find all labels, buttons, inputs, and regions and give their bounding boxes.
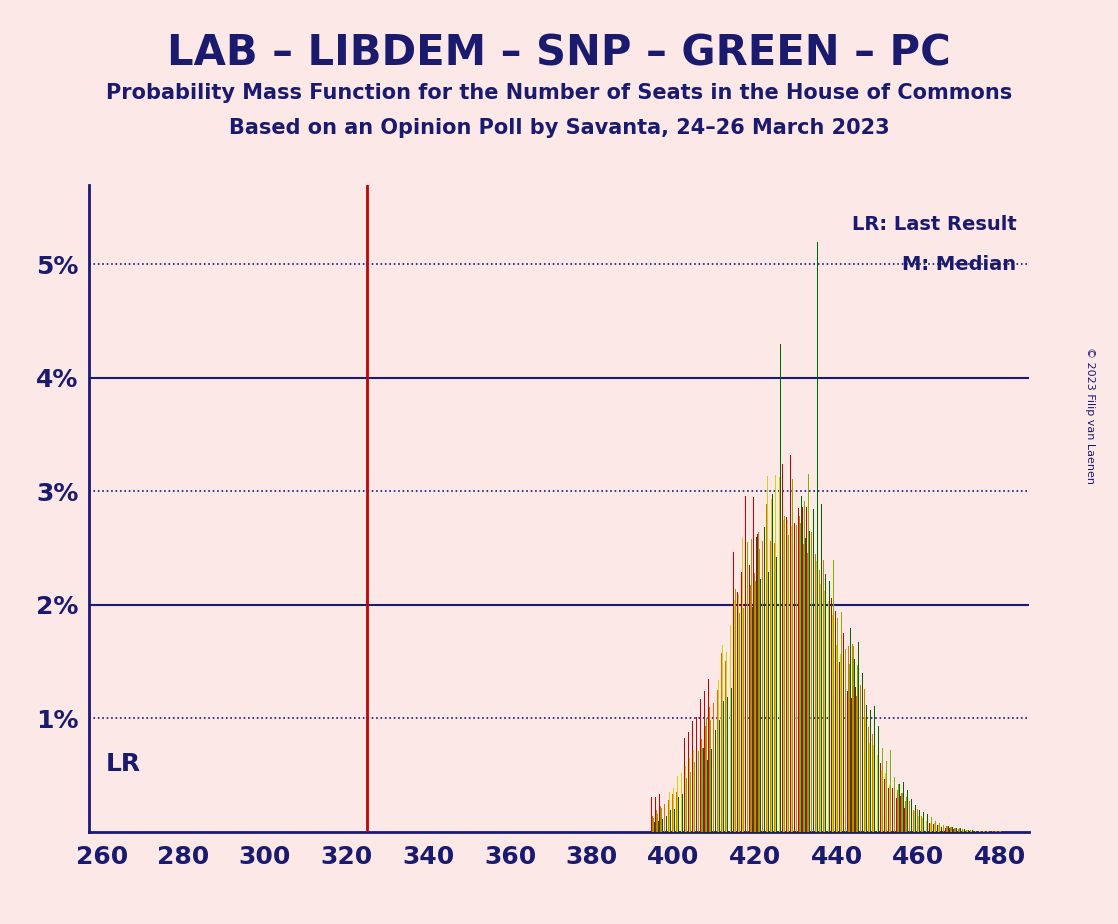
Text: M: Median: M: Median bbox=[902, 255, 1016, 274]
Text: LAB – LIBDEM – SNP – GREEN – PC: LAB – LIBDEM – SNP – GREEN – PC bbox=[167, 32, 951, 74]
Text: © 2023 Filip van Laenen: © 2023 Filip van Laenen bbox=[1086, 347, 1095, 484]
Text: LR: Last Result: LR: Last Result bbox=[852, 215, 1016, 234]
Text: Probability Mass Function for the Number of Seats in the House of Commons: Probability Mass Function for the Number… bbox=[106, 83, 1012, 103]
Text: LR: LR bbox=[106, 751, 141, 775]
Text: Based on an Opinion Poll by Savanta, 24–26 March 2023: Based on an Opinion Poll by Savanta, 24–… bbox=[229, 118, 889, 139]
